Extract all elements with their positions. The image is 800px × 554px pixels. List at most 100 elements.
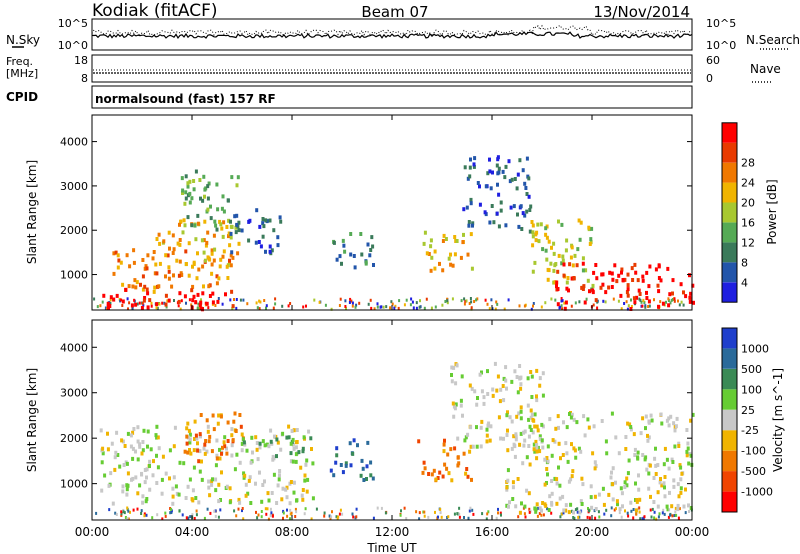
echo-cell: [151, 256, 155, 261]
echo-cell: [284, 487, 288, 492]
echo-cell: [155, 453, 158, 458]
echo-cell: [430, 255, 434, 260]
echo-speckle: [181, 513, 184, 517]
echo-speckle: [108, 508, 111, 512]
echo-cell: [546, 444, 550, 449]
echo-speckle: [169, 511, 172, 515]
echo-speckle: [115, 513, 118, 516]
echo-cell: [488, 169, 492, 174]
echo-cell: [140, 305, 144, 310]
echo-cell: [564, 300, 568, 305]
echo-cell: [468, 174, 472, 179]
echo-cell: [177, 273, 181, 278]
y-tick-label: 2000: [60, 224, 88, 237]
echo-cell: [292, 490, 296, 495]
freq-label-line1: Freq.: [6, 55, 33, 68]
echo-speckle: [577, 515, 580, 519]
echo-speckle: [538, 512, 541, 516]
echo-cell: [140, 451, 144, 456]
echo-cell: [341, 238, 345, 243]
echo-cell: [682, 504, 686, 509]
echo-cell: [535, 456, 539, 461]
echo-cell: [182, 461, 186, 466]
echo-cell: [671, 278, 675, 283]
echo-cell: [688, 273, 691, 278]
echo-cell: [244, 482, 248, 487]
echo-cell: [270, 248, 274, 253]
echo-cell: [254, 435, 258, 440]
echo-speckle: [385, 305, 388, 309]
echo-cell: [495, 163, 499, 168]
echo-cell: [671, 460, 675, 464]
echo-cell: [565, 451, 569, 456]
echo-cell: [262, 224, 266, 229]
echo-cell: [172, 273, 175, 278]
echo-cell: [565, 238, 569, 243]
echo-speckle: [287, 304, 290, 308]
echo-speckle: [132, 508, 135, 512]
echo-speckle: [415, 510, 418, 514]
echo-cell: [567, 479, 571, 484]
echo-speckle: [331, 510, 333, 514]
echo-cell: [617, 273, 621, 278]
echo-cell: [592, 424, 596, 429]
echo-speckle: [161, 517, 164, 521]
echo-cell: [544, 226, 548, 231]
echo-cell: [620, 267, 624, 272]
echo-cell: [112, 251, 116, 256]
noise-sky-line: [91, 31, 693, 39]
echo-cell: [534, 232, 538, 237]
echo-speckle: [203, 516, 206, 520]
echo-speckle: [126, 517, 129, 521]
echo-speckle: [657, 515, 660, 519]
echo-speckle: [140, 509, 143, 513]
echo-cell: [186, 181, 190, 186]
echo-cell: [627, 458, 631, 463]
echo-cell: [192, 465, 196, 470]
echo-cell: [518, 158, 522, 163]
echo-cell: [224, 292, 227, 297]
echo-speckle: [456, 512, 459, 516]
echo-cell: [488, 220, 492, 225]
echo-cell: [497, 166, 501, 171]
echo-cell: [535, 368, 539, 373]
echo-speckle: [536, 514, 539, 518]
echo-speckle: [131, 306, 134, 310]
echo-cell: [184, 174, 188, 179]
echo-cell: [106, 431, 109, 436]
echo-cell: [118, 464, 122, 469]
echo-cell: [171, 251, 175, 255]
echo-cell: [641, 416, 645, 421]
echo-cell: [600, 419, 604, 423]
echo-speckle: [151, 516, 154, 520]
echo-cell: [220, 470, 223, 475]
echo-cell: [235, 183, 239, 188]
echo-cell: [126, 471, 130, 476]
echo-speckle: [207, 306, 210, 310]
echo-speckle: [213, 509, 216, 513]
echo-cell: [152, 459, 155, 464]
echo-cell: [344, 463, 348, 468]
echo-cell: [626, 471, 630, 476]
echo-cell: [221, 234, 225, 239]
echo-cell: [511, 485, 515, 490]
echo-cell: [521, 168, 525, 173]
echo-speckle: [403, 506, 406, 510]
echo-cell: [359, 473, 363, 478]
echo-cell: [472, 164, 476, 169]
echo-speckle: [127, 509, 130, 513]
echo-cell: [629, 425, 633, 429]
echo-cell: [470, 386, 474, 391]
echo-cell: [207, 439, 211, 444]
echo-speckle: [289, 517, 291, 521]
echo-cell: [582, 414, 586, 419]
echo-cell: [130, 477, 133, 482]
echo-cell: [222, 249, 226, 254]
echo-cell: [121, 484, 125, 489]
echo-cell: [198, 178, 202, 182]
echo-speckle: [626, 511, 629, 515]
echo-cell: [456, 463, 460, 468]
echo-cell: [641, 453, 645, 457]
echo-speckle: [355, 507, 358, 511]
x-tick-label: 00:00: [675, 525, 710, 539]
